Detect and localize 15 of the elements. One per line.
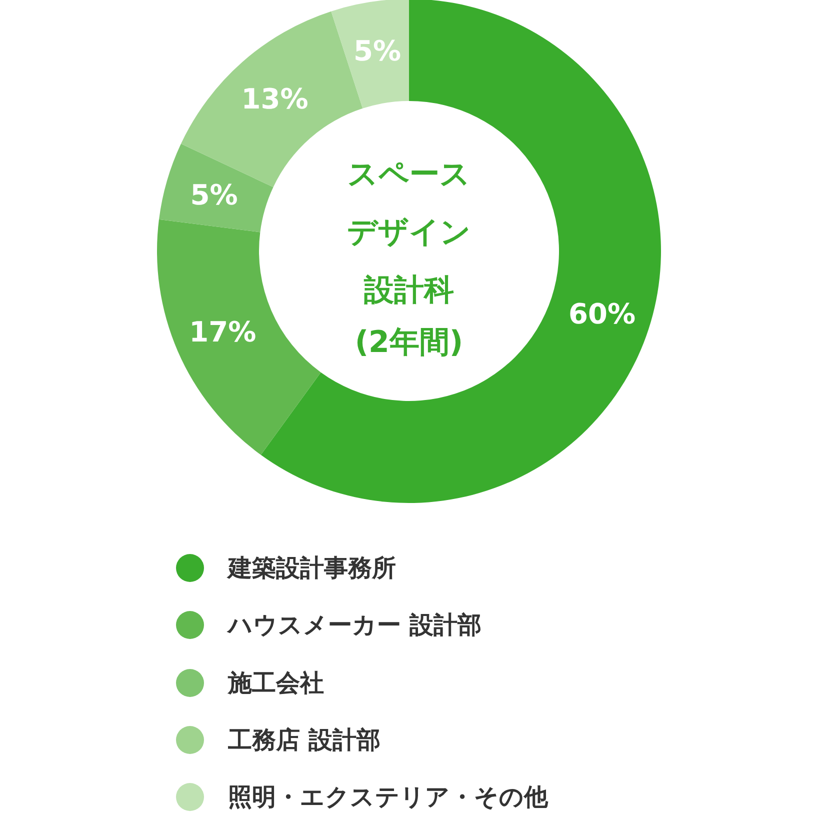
donut-slice <box>157 219 321 455</box>
data-label: 13% <box>241 82 308 116</box>
donut-slice <box>158 144 274 232</box>
donut-slice <box>331 0 409 108</box>
data-label: 5% <box>190 178 238 212</box>
legend-label: 工務店 設計部 <box>228 724 380 756</box>
legend-label: 施工会社 <box>228 668 324 699</box>
data-label: 60% <box>568 298 636 331</box>
data-label: 5% <box>353 34 402 68</box>
legend-label: 建築設計事務所 <box>228 553 396 584</box>
legend-label: 照明・エクステリア・その他 <box>228 782 548 814</box>
text: スペースデザイン設計科 <box>346 156 472 310</box>
legend-label: ハウスメーカー 設計部 <box>228 610 482 642</box>
data-label: 17% <box>189 316 256 349</box>
text: (2年間) <box>354 324 464 362</box>
